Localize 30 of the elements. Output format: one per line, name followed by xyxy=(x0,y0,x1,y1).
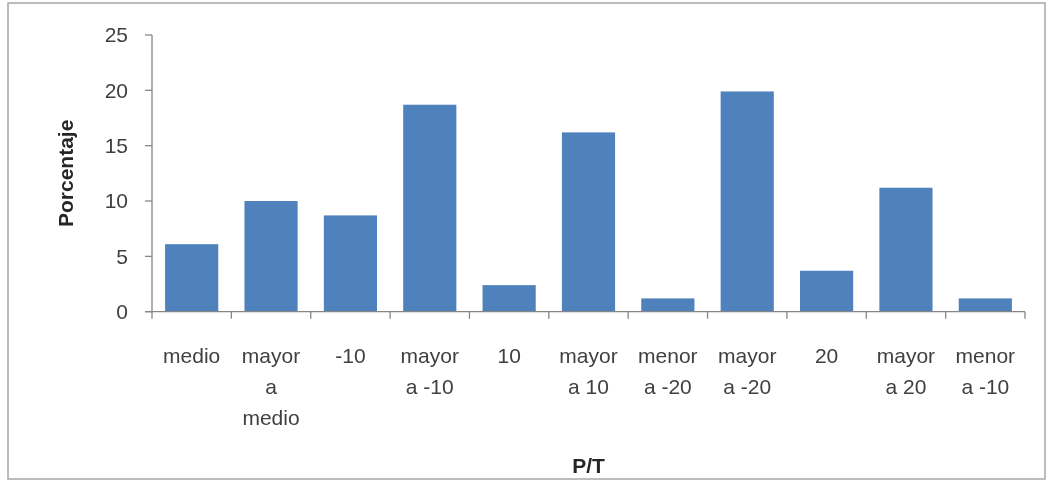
x-tick-label: mayor a medio xyxy=(241,344,301,430)
bar xyxy=(641,298,695,312)
bar xyxy=(244,201,298,312)
x-tick-label: mayor a -10 xyxy=(400,344,459,399)
x-tick-label: mayor a 10 xyxy=(559,344,618,399)
x-tick-label: medio xyxy=(163,344,221,368)
y-tick-label: 0 xyxy=(116,300,128,324)
x-tick-label: mayor a -20 xyxy=(718,344,777,399)
y-tick-label: 10 xyxy=(104,189,128,213)
bar xyxy=(403,104,457,312)
bar xyxy=(561,132,616,312)
x-tick-label: mayor a 20 xyxy=(876,344,936,399)
bar xyxy=(323,215,377,312)
bar xyxy=(800,270,854,312)
x-tick-label: 10 xyxy=(497,344,521,368)
bar xyxy=(958,298,1012,312)
y-tick-label: 20 xyxy=(104,78,128,102)
bar xyxy=(879,187,933,312)
x-tick-label: menor a -10 xyxy=(955,344,1016,399)
bar xyxy=(482,285,536,312)
y-tick-label: 5 xyxy=(116,244,128,268)
x-axis-title: P/T xyxy=(572,454,606,478)
x-tick-label: -10 xyxy=(335,344,366,368)
y-tick-label: 25 xyxy=(104,23,128,47)
x-tick-label: 20 xyxy=(814,344,839,368)
x-tick-label: menor a -20 xyxy=(638,344,698,399)
y-tick-label: 15 xyxy=(104,134,128,158)
bar xyxy=(165,244,219,312)
y-axis-title: Porcentaje xyxy=(54,119,78,228)
bar xyxy=(720,91,774,312)
